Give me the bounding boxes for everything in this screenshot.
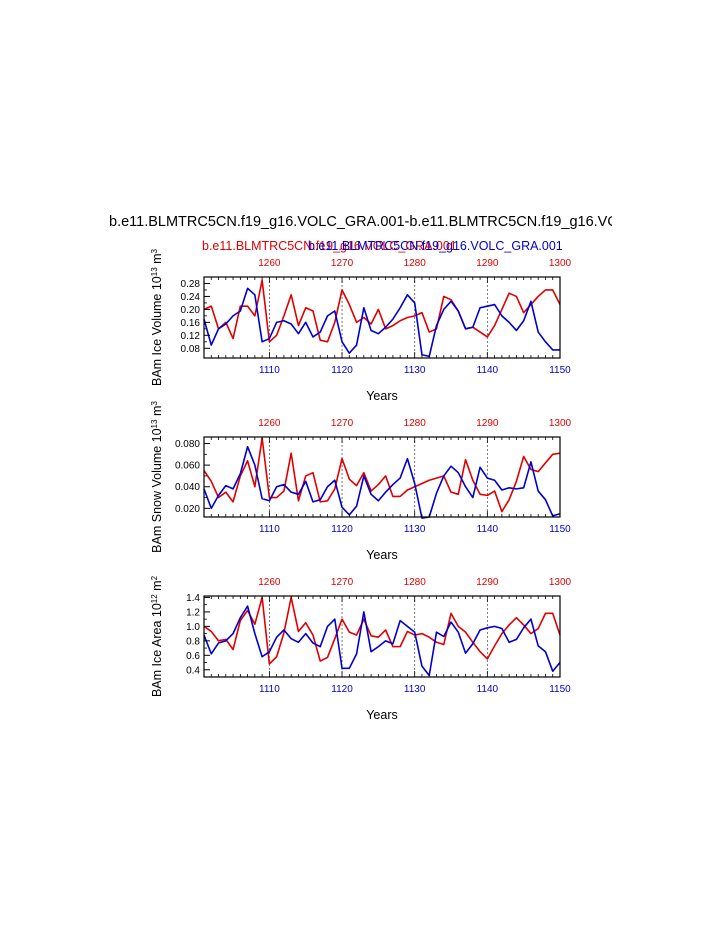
y-tick-label: 1.2: [186, 607, 200, 618]
y-axis-title: BAm Ice Volume 1013 m3: [150, 248, 165, 386]
x-top-tick-label: 1270: [331, 418, 354, 429]
y-tick-label: 0.12: [181, 331, 201, 342]
x-top-tick-label: 1300: [549, 577, 572, 588]
x-top-tick-label: 1300: [549, 418, 572, 429]
x-bottom-tick-label: 1140: [477, 684, 499, 695]
y-tick-label: 0.4: [186, 665, 200, 676]
y-tick-label: 0.28: [181, 279, 201, 290]
y-tick-label: 0.20: [181, 305, 201, 316]
x-top-tick-label: 1280: [404, 418, 427, 429]
x-axis-title: Years: [366, 708, 398, 722]
y-tick-label: 1.4: [186, 593, 200, 604]
y-tick-label: 0.6: [186, 651, 200, 662]
x-bottom-tick-label: 1130: [404, 684, 426, 695]
x-top-tick-label: 1270: [331, 577, 354, 588]
x-bottom-tick-label: 1120: [331, 684, 353, 695]
x-bottom-tick-label: 1150: [549, 524, 571, 535]
y-tick-label: 0.08: [181, 344, 201, 355]
chart-panel-1: 0.08 0.12 0.16 0.20 0.24 0.28 1110 1120 1130 1140…: [150, 248, 572, 403]
y-axis-title: BAm Snow Volume 1013 m3: [150, 401, 165, 553]
series-line-red: [203, 437, 561, 513]
x-bottom-tick-label: 1150: [549, 684, 571, 695]
subtitle-blue: b.e11.BLMTRC5CN.f19_g16.VOLC_GRA.001: [308, 239, 563, 253]
x-bottom-tick-label: 1110: [259, 524, 280, 535]
series-line-red: [203, 596, 561, 665]
y-tick-label: 1.0: [186, 622, 200, 633]
x-bottom-tick-label: 1130: [404, 365, 426, 376]
x-bottom-tick-label: 1140: [477, 524, 499, 535]
x-top-tick-label: 1260: [258, 418, 281, 429]
series-line-red: [203, 279, 561, 343]
x-top-tick-label: 1270: [331, 258, 354, 269]
series-line-blue: [203, 287, 560, 358]
series-line-blue: [203, 445, 561, 519]
x-bottom-tick-label: 1140: [477, 365, 499, 376]
x-axis-title: Years: [366, 548, 398, 562]
y-tick-label: 0.040: [175, 482, 200, 493]
y-tick-label: 0.020: [175, 504, 200, 515]
main-title: b.e11.BLMTRC5CN.f19_g16.VOLC_GRA.001-b.e…: [109, 214, 612, 230]
x-top-tick-label: 1300: [549, 258, 572, 269]
x-top-tick-label: 1290: [476, 577, 499, 588]
x-axis-title: Years: [366, 389, 398, 403]
y-tick-label: 0.16: [181, 318, 201, 329]
x-top-tick-label: 1290: [476, 418, 499, 429]
y-tick-label: 0.24: [181, 292, 201, 303]
x-bottom-tick-label: 1130: [404, 524, 426, 535]
y-axis-title: BAm Ice Area 1012 m2: [150, 575, 165, 697]
x-top-tick-label: 1260: [258, 258, 281, 269]
x-bottom-tick-label: 1120: [331, 524, 353, 535]
series-line-blue: [203, 605, 561, 677]
y-tick-label: 0.080: [175, 439, 200, 450]
x-top-tick-label: 1280: [404, 258, 427, 269]
x-top-tick-label: 1260: [258, 577, 281, 588]
x-bottom-tick-label: 1110: [259, 684, 280, 695]
x-bottom-tick-label: 1110: [259, 365, 280, 376]
x-bottom-tick-label: 1150: [549, 365, 571, 376]
x-top-tick-label: 1280: [404, 577, 427, 588]
plot-frame: [203, 276, 561, 359]
plot-frame: [203, 436, 561, 518]
chart-panel-3: 0.4 0.6 0.8 1.0 1.2 1.4 1110 1120 1130 1140 1150 12…: [150, 575, 572, 722]
y-tick-label: 0.060: [175, 461, 200, 472]
plot-frame: [203, 595, 561, 678]
x-bottom-tick-label: 1120: [331, 365, 353, 376]
subtitle-red: b.e11.BLMTRC5CN.f19_g16.VOLC_GRA.001: [202, 239, 457, 253]
chart-panel-2: 0.020 0.040 0.060 0.080 1110 1120 1130 1140 1150…: [150, 401, 572, 562]
x-top-tick-label: 1290: [476, 258, 499, 269]
y-tick-label: 0.8: [186, 636, 200, 647]
